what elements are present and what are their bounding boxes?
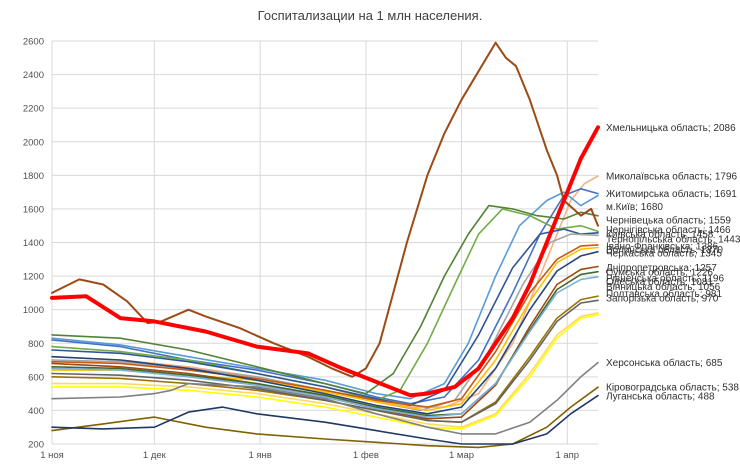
- y-tick-label: 1000: [23, 305, 44, 316]
- series-data-label: Івано-Франківська; 1386: [606, 241, 719, 252]
- y-tick-label: 2200: [23, 104, 44, 115]
- y-tick-label: 600: [28, 372, 44, 383]
- x-tick-label: 1 фев: [353, 450, 379, 461]
- x-tick-label: 1 мар: [449, 450, 474, 461]
- series-lines: [50, 41, 600, 449]
- series-data-label: Хмельницька область; 2086: [606, 122, 736, 134]
- series-line-чернівецька-область: [51, 204, 599, 395]
- series-data-label: Київська область; 1458: [606, 229, 714, 241]
- series-data-label: Черкаська область; 1345: [606, 247, 722, 259]
- series-line-херсонська-область: [51, 361, 599, 435]
- series-line-м-київ: [51, 191, 599, 400]
- series-data-label: Полтавська область; 981: [606, 288, 722, 300]
- series-data-label: Чернігівська область; 1466: [606, 224, 731, 236]
- y-tick-label: 200: [28, 440, 44, 451]
- series-line-сумська-область: [51, 270, 599, 417]
- series-data-label: Чернівецька область; 1559: [606, 214, 731, 226]
- series-line-хмельницька-область: [50, 125, 600, 398]
- x-tick-label: 1 ноя: [40, 450, 64, 461]
- axes: 200 400 600 800 1000 1200 1400 1600 1800 2000 2200…: [23, 37, 579, 462]
- y-tick-label: 2400: [23, 70, 44, 81]
- series-line-волинська-область: [51, 246, 599, 412]
- y-tick-label: 1400: [23, 238, 44, 249]
- y-tick-label: 400: [28, 406, 44, 417]
- series-data-label: Рівненська область; 1196: [606, 272, 724, 284]
- series-data-label: Волинська область; 1370: [606, 244, 723, 256]
- x-tick-label: 1 апр: [555, 450, 579, 461]
- series-line-черкаська-область: [51, 250, 599, 415]
- y-tick-label: 2600: [23, 37, 44, 48]
- series-data-label: Херсонська область; 685: [606, 357, 723, 369]
- series-line-луганська-область: [51, 394, 599, 445]
- series-line-чернігівська-область: [51, 208, 599, 402]
- chart-title: Госпитализации на 1 млн населения.: [258, 8, 483, 23]
- series-line-кіровоградська-область: [51, 386, 599, 449]
- series-line-рівненська-область: [51, 276, 599, 418]
- series-data-label: Дніпропетровська; 1257: [606, 263, 717, 274]
- series-line-полтавська-область: [51, 312, 599, 428]
- y-tick-label: 2000: [23, 137, 44, 148]
- y-tick-label: 1200: [23, 272, 44, 283]
- y-tick-label: 800: [28, 339, 44, 350]
- series-data-label: Житомирська область; 1691: [606, 188, 737, 200]
- series-data-label: Одеська область; 1081: [606, 276, 713, 288]
- series-data-label: Тернопільська область; 1443: [606, 233, 740, 245]
- series-labels: Хмельницька область; 2086 Миколаївська об…: [606, 122, 740, 403]
- series-data-label: м.Київ; 1680: [606, 202, 663, 213]
- series-line-вінницька-область: [51, 299, 599, 423]
- series-data-label: Луганська область; 488: [606, 391, 715, 403]
- series-data-label: Сумська область; 1226: [606, 267, 713, 279]
- series-data-label: Кіровоградська область; 538: [606, 382, 739, 394]
- series-data-label: Миколаївська область; 1796: [606, 171, 738, 183]
- x-tick-label: 1 дек: [143, 450, 167, 461]
- series-data-label: Запорізька область; 970: [606, 292, 719, 304]
- y-tick-label: 1800: [23, 171, 44, 182]
- series-line-івано-франківська: [51, 244, 599, 408]
- series-data-label: Вінницька область; 1056: [606, 281, 721, 293]
- y-tick-label: 1600: [23, 204, 44, 215]
- x-tick-label: 1 янв: [248, 450, 271, 461]
- series-line-київська-область: [51, 228, 599, 407]
- series-line-дніпропетровська: [51, 265, 599, 420]
